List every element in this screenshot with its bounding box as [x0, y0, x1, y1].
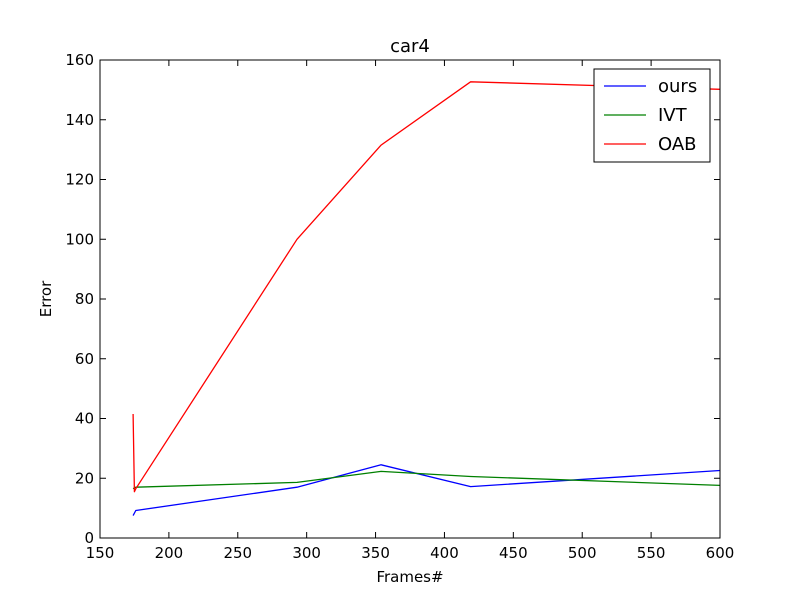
y-tick-label: 40	[75, 410, 94, 428]
y-tick-label: 0	[84, 529, 94, 547]
x-tick-label: 250	[223, 544, 252, 562]
series-line-ours	[132, 464, 720, 516]
x-tick-label: 150	[86, 544, 115, 562]
x-tick-label: 450	[499, 544, 528, 562]
chart-title: car4	[390, 36, 430, 57]
y-tick-label: 80	[75, 290, 94, 308]
legend-label-oab: OAB	[658, 134, 697, 155]
y-tick-label: 140	[65, 111, 94, 129]
y-axis-label: Error	[37, 280, 55, 317]
series-line-ivt	[132, 470, 720, 490]
legend: ours IVT OAB	[593, 68, 711, 163]
x-tick-label: 400	[430, 544, 459, 562]
series-line-oab	[132, 81, 720, 493]
y-tick-label: 20	[75, 469, 94, 487]
y-tick-label: 120	[65, 171, 94, 189]
y-tick-label: 100	[65, 230, 94, 248]
legend-label-ours: ours	[658, 76, 697, 97]
ticks-layer: 150 200 250 300 350 400 450 500 550 600 0 20 40 60 80 1…	[65, 51, 734, 562]
x-tick-label: 500	[568, 544, 597, 562]
x-tick-label: 600	[706, 544, 735, 562]
x-tick-label: 350	[361, 544, 390, 562]
y-tick-label: 60	[75, 350, 94, 368]
series-layer	[132, 81, 720, 516]
legend-label-ivt: IVT	[658, 105, 688, 126]
x-tick-label: 550	[637, 544, 666, 562]
y-tick-label: 160	[65, 51, 94, 69]
x-axis-label: Frames#	[376, 568, 443, 586]
x-tick-label: 300	[292, 544, 321, 562]
x-tick-label: 200	[155, 544, 184, 562]
